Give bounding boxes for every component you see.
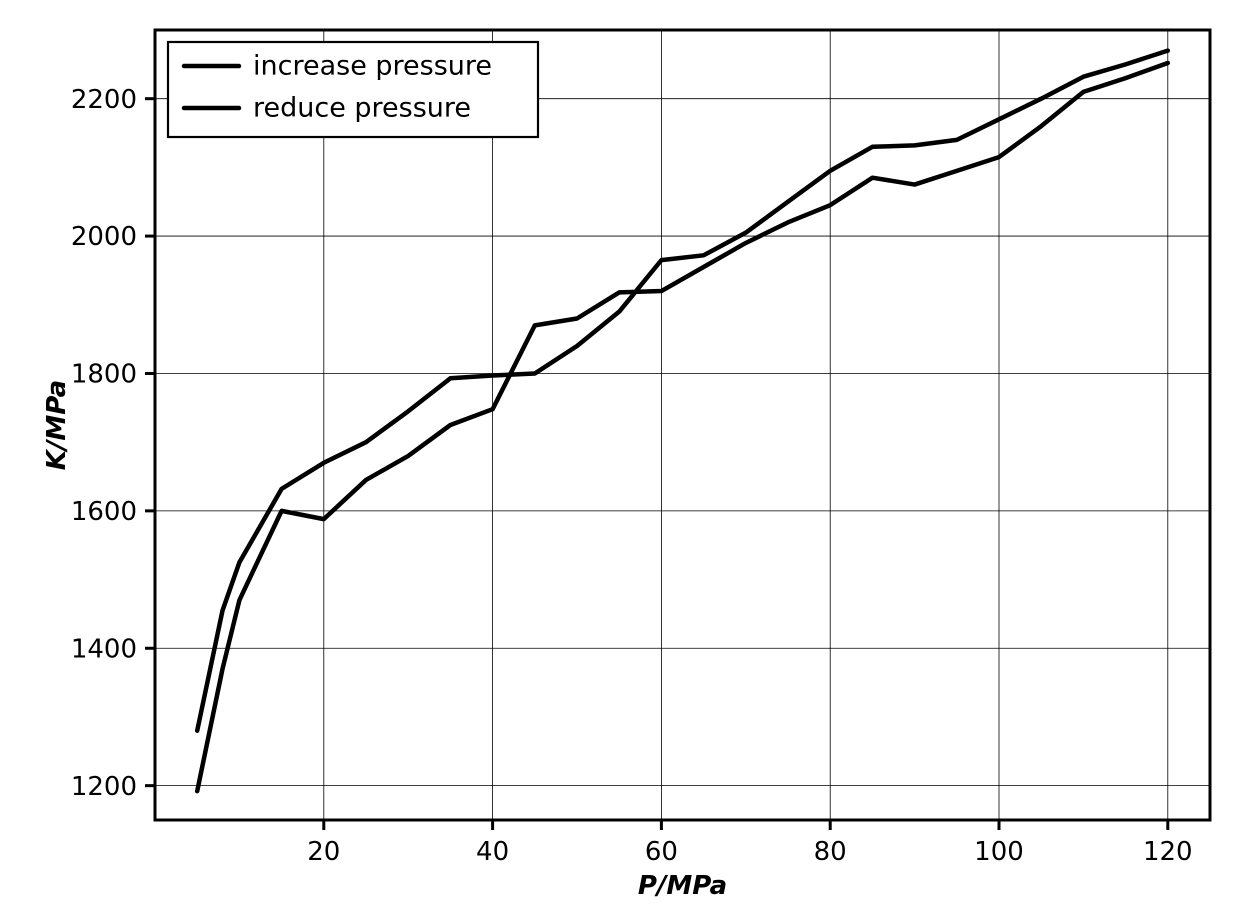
- xtick-label: 120: [1143, 837, 1193, 867]
- xtick-label: 20: [307, 837, 340, 867]
- ytick-label: 2000: [71, 222, 137, 252]
- chart-container: 20 40 60 80 100 120 1200 1400 1600 1800 2000 2200 P/…: [0, 0, 1240, 915]
- xtick-label: 40: [476, 837, 509, 867]
- line-chart: 20 40 60 80 100 120 1200 1400 1600 1800 2000 2200 P/…: [0, 0, 1240, 915]
- ytick-label: 2200: [71, 85, 137, 115]
- legend-label-1: reduce pressure: [253, 93, 471, 124]
- ytick-label: 1600: [71, 497, 137, 527]
- x-axis-label: P/MPa: [638, 871, 727, 901]
- xtick-label: 80: [814, 837, 847, 867]
- xtick-label: 100: [974, 837, 1024, 867]
- y-axis-label: K/MPa: [42, 380, 72, 470]
- xtick-label: 60: [645, 837, 678, 867]
- ytick-label: 1400: [71, 634, 137, 664]
- legend: increase pressure reduce pressure: [168, 42, 538, 137]
- ytick-label: 1200: [71, 772, 137, 802]
- legend-label-0: increase pressure: [253, 51, 492, 82]
- ytick-label: 1800: [71, 360, 137, 390]
